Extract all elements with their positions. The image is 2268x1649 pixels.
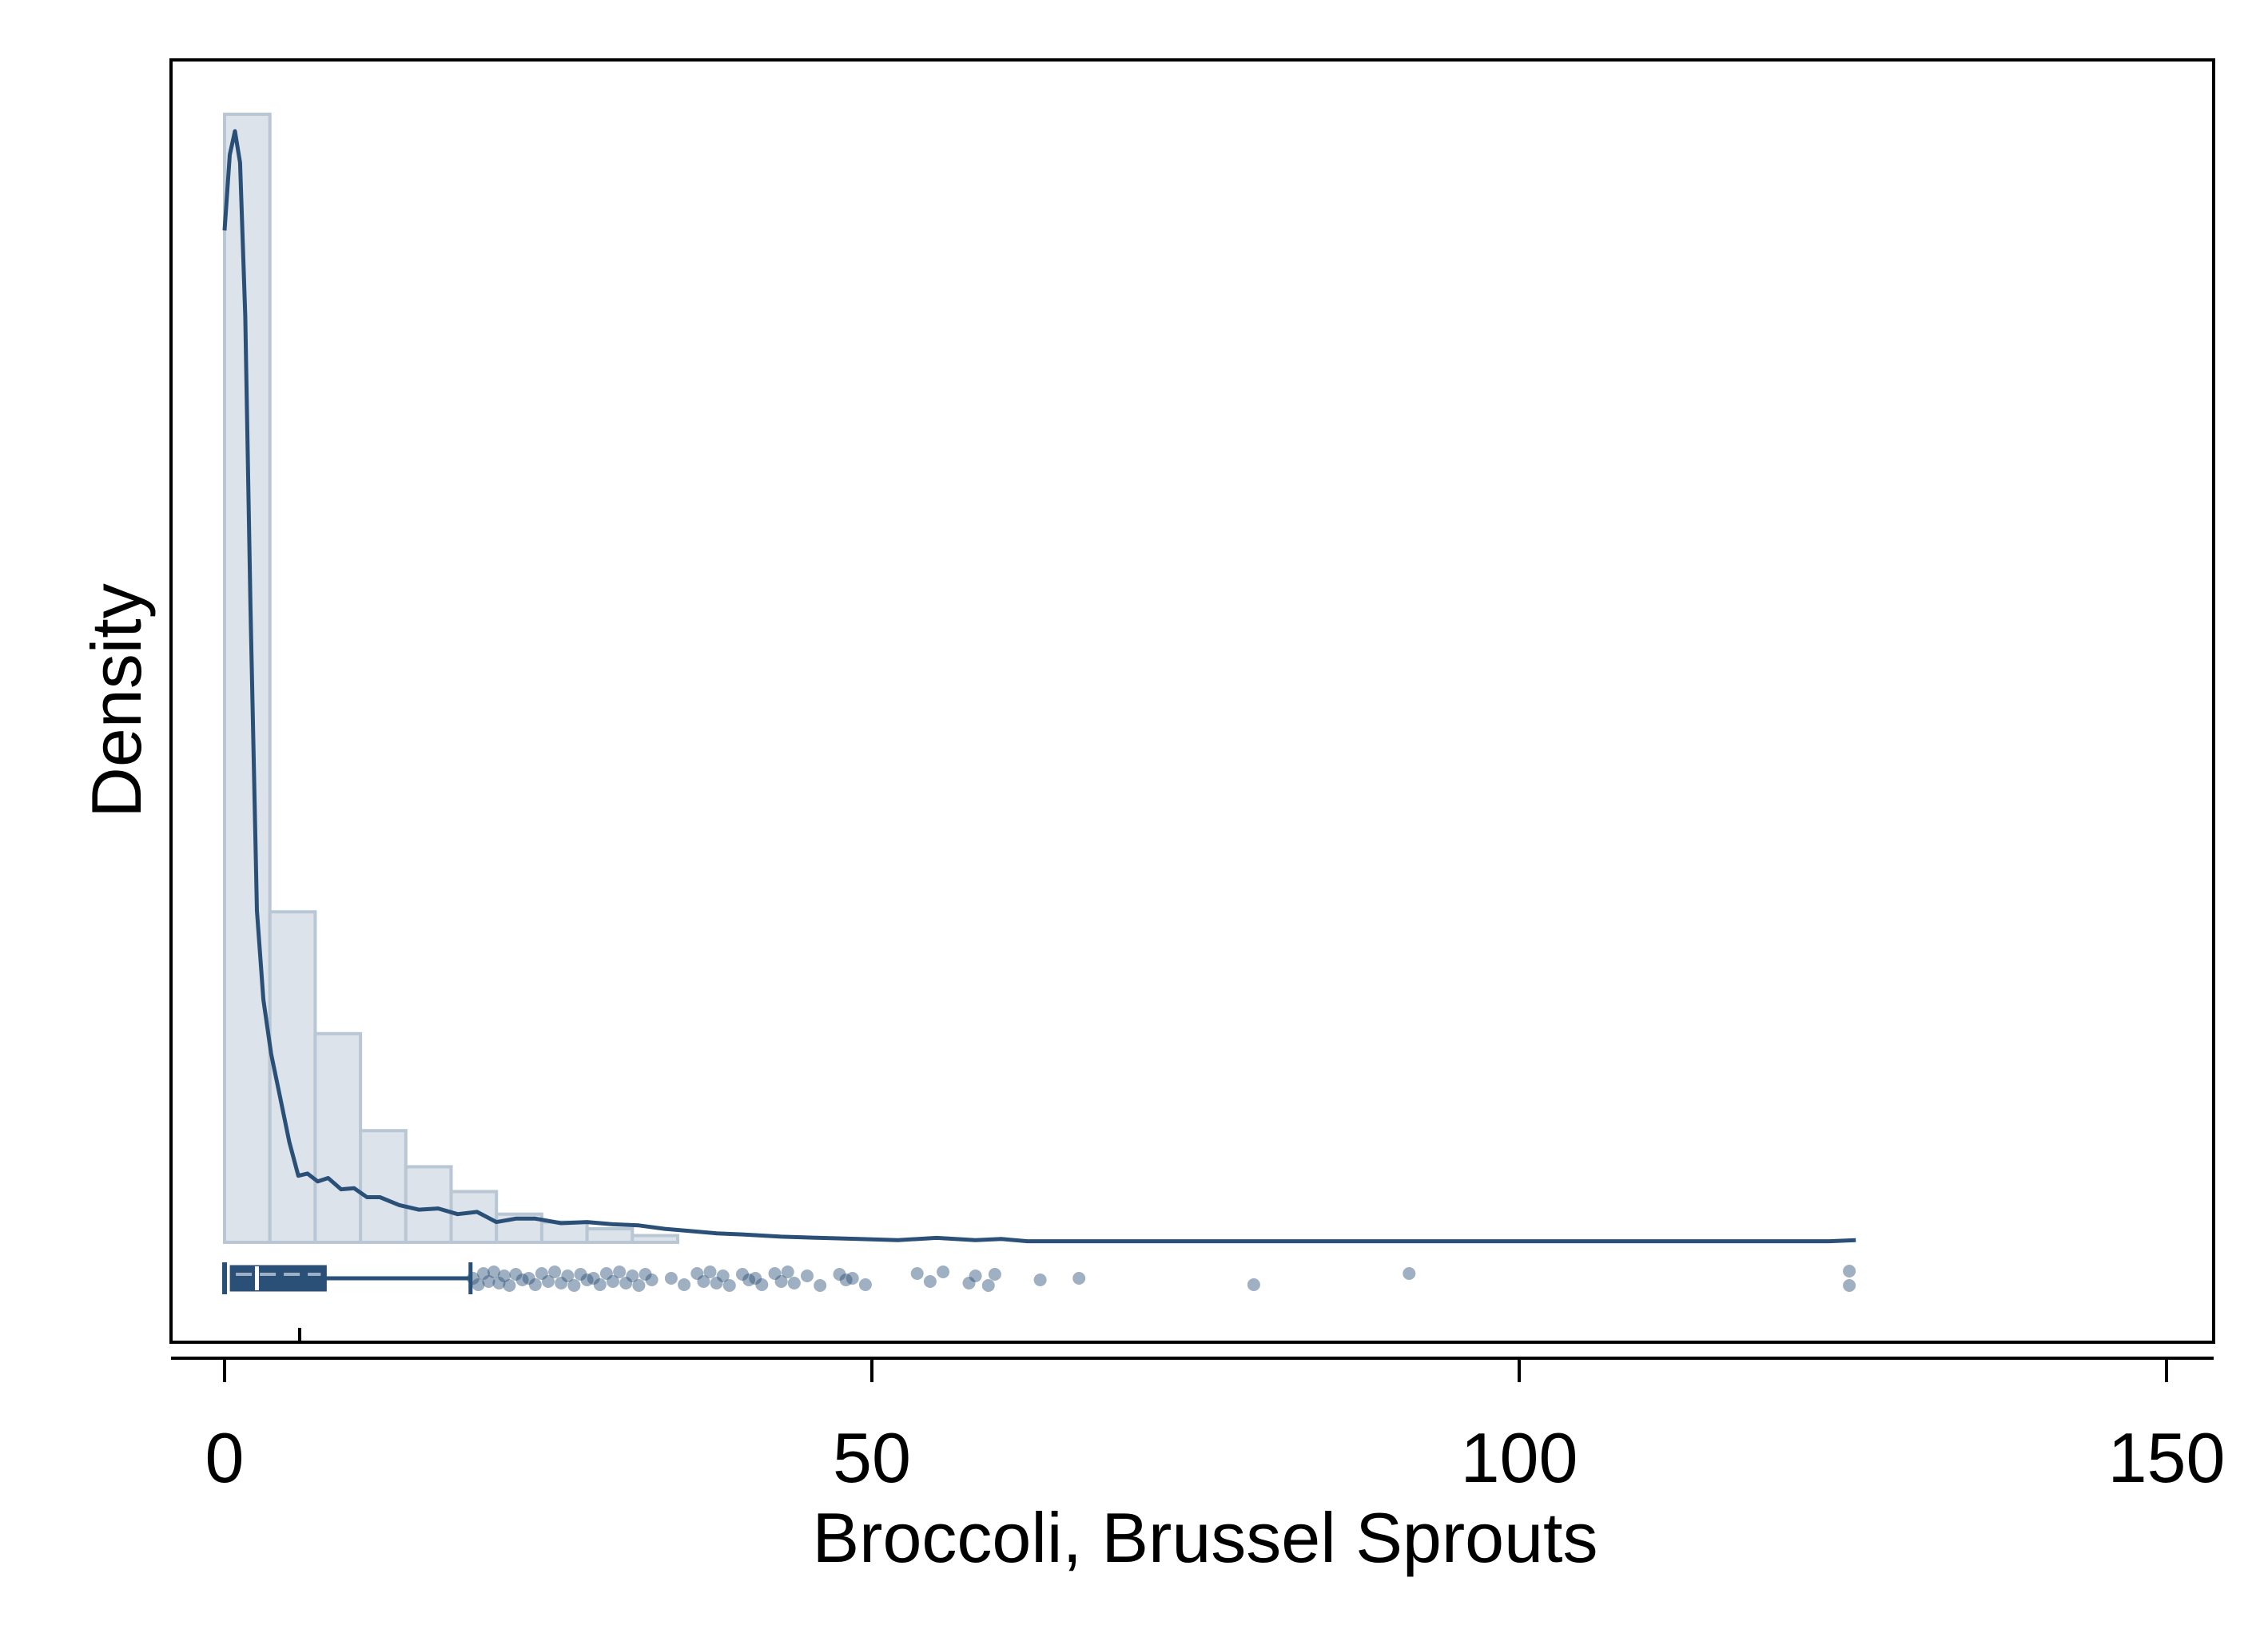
histogram-bar	[223, 113, 272, 1244]
histogram-bar	[631, 1234, 679, 1244]
outlier-point	[742, 1274, 756, 1286]
outlier-point	[858, 1278, 872, 1291]
outlier-point	[768, 1267, 782, 1280]
outlier-point	[937, 1266, 950, 1278]
outlier-point	[497, 1270, 511, 1282]
outlier-point	[1247, 1278, 1260, 1291]
outlier-point	[749, 1272, 762, 1285]
outlier-point	[548, 1266, 562, 1278]
outlier-point	[535, 1267, 548, 1280]
outlier-point	[515, 1274, 529, 1286]
density-curve	[222, 129, 1856, 1244]
outlier-point	[755, 1278, 769, 1291]
y-axis-title: Density	[77, 583, 156, 817]
outlier-point	[555, 1277, 568, 1289]
outlier-point	[639, 1268, 652, 1281]
outlier-point	[923, 1275, 937, 1288]
outlier-point	[593, 1278, 607, 1291]
density-curve-group	[222, 129, 1856, 1244]
outlier-point	[542, 1275, 555, 1288]
outlier-point	[1033, 1274, 1047, 1286]
outlier-point	[561, 1270, 575, 1282]
outlier-point	[477, 1267, 490, 1280]
outlier-point	[482, 1275, 495, 1288]
outlier-point	[703, 1266, 717, 1278]
outlier-point	[632, 1279, 646, 1292]
histogram-bar	[359, 1129, 408, 1245]
boxplot	[222, 1262, 473, 1342]
outlier-point	[1843, 1279, 1856, 1292]
outlier-point	[599, 1267, 613, 1280]
x-axis: 0 50 100 150	[171, 1357, 2226, 1497]
outlier-point	[787, 1277, 801, 1289]
outlier-point	[503, 1279, 516, 1292]
outlier-point	[736, 1268, 749, 1281]
outlier-point	[580, 1274, 594, 1286]
histogram-bars	[223, 113, 679, 1245]
histogram-bar	[313, 1031, 363, 1245]
histogram-bar	[404, 1165, 453, 1244]
outlier-point	[1843, 1265, 1856, 1277]
x-axis-title: Broccoli, Brussel Sprouts	[812, 1498, 1598, 1577]
histogram-bar	[539, 1220, 589, 1244]
outlier-point	[839, 1274, 853, 1286]
outlier-point	[774, 1275, 788, 1288]
outlier-point	[678, 1278, 691, 1291]
outlier-point	[814, 1279, 827, 1292]
outlier-point	[710, 1277, 723, 1289]
outlier-points	[467, 1265, 1856, 1292]
outlier-point	[981, 1279, 995, 1292]
outlier-point	[716, 1270, 730, 1282]
outlier-point	[607, 1275, 619, 1288]
outlier-point	[645, 1274, 659, 1286]
outlier-point	[613, 1266, 627, 1278]
outlier-point	[988, 1268, 1001, 1281]
outlier-point	[487, 1266, 500, 1278]
x-tick-label: 150	[2108, 1418, 2226, 1497]
outlier-point	[574, 1268, 587, 1281]
outlier-point	[910, 1267, 924, 1280]
x-tick-label: 100	[1461, 1418, 1578, 1497]
outlier-point	[722, 1279, 736, 1292]
outlier-point	[969, 1270, 982, 1282]
x-tick-label: 0	[205, 1418, 245, 1497]
histogram-bar	[585, 1227, 635, 1245]
x-tick-label: 50	[833, 1418, 911, 1497]
outlier-point	[690, 1267, 704, 1280]
outlier-point	[1072, 1272, 1086, 1285]
outlier-point	[509, 1268, 523, 1281]
boxplot-box	[229, 1265, 327, 1292]
outlier-point	[1403, 1267, 1416, 1280]
outlier-point	[846, 1272, 859, 1285]
outlier-point	[962, 1277, 976, 1289]
outlier-point	[619, 1277, 633, 1289]
outlier-point	[801, 1270, 814, 1282]
outlier-point	[528, 1278, 542, 1291]
outlier-point	[626, 1270, 639, 1282]
outlier-point	[472, 1278, 485, 1291]
outlier-point	[567, 1279, 581, 1292]
outlier-point	[781, 1266, 794, 1278]
outlier-point	[697, 1275, 710, 1288]
plot-frame	[169, 58, 2215, 1344]
outlier-point	[467, 1272, 480, 1285]
outlier-point	[833, 1268, 846, 1281]
outlier-point	[522, 1272, 535, 1285]
outlier-point	[664, 1272, 678, 1285]
outlier-point	[587, 1272, 600, 1285]
outlier-point	[492, 1277, 506, 1289]
